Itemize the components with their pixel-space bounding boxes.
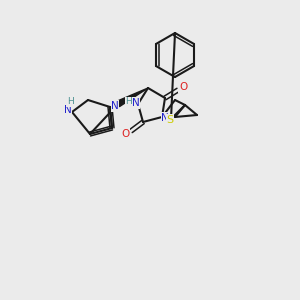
Text: N: N — [132, 98, 140, 108]
Text: O: O — [179, 82, 187, 92]
Text: N: N — [161, 113, 169, 123]
Text: H: H — [67, 98, 73, 106]
Text: N: N — [64, 105, 72, 115]
Text: S: S — [167, 115, 174, 125]
Text: N: N — [111, 101, 119, 111]
Polygon shape — [117, 88, 148, 106]
Text: O: O — [121, 129, 129, 139]
Text: H: H — [126, 98, 132, 106]
